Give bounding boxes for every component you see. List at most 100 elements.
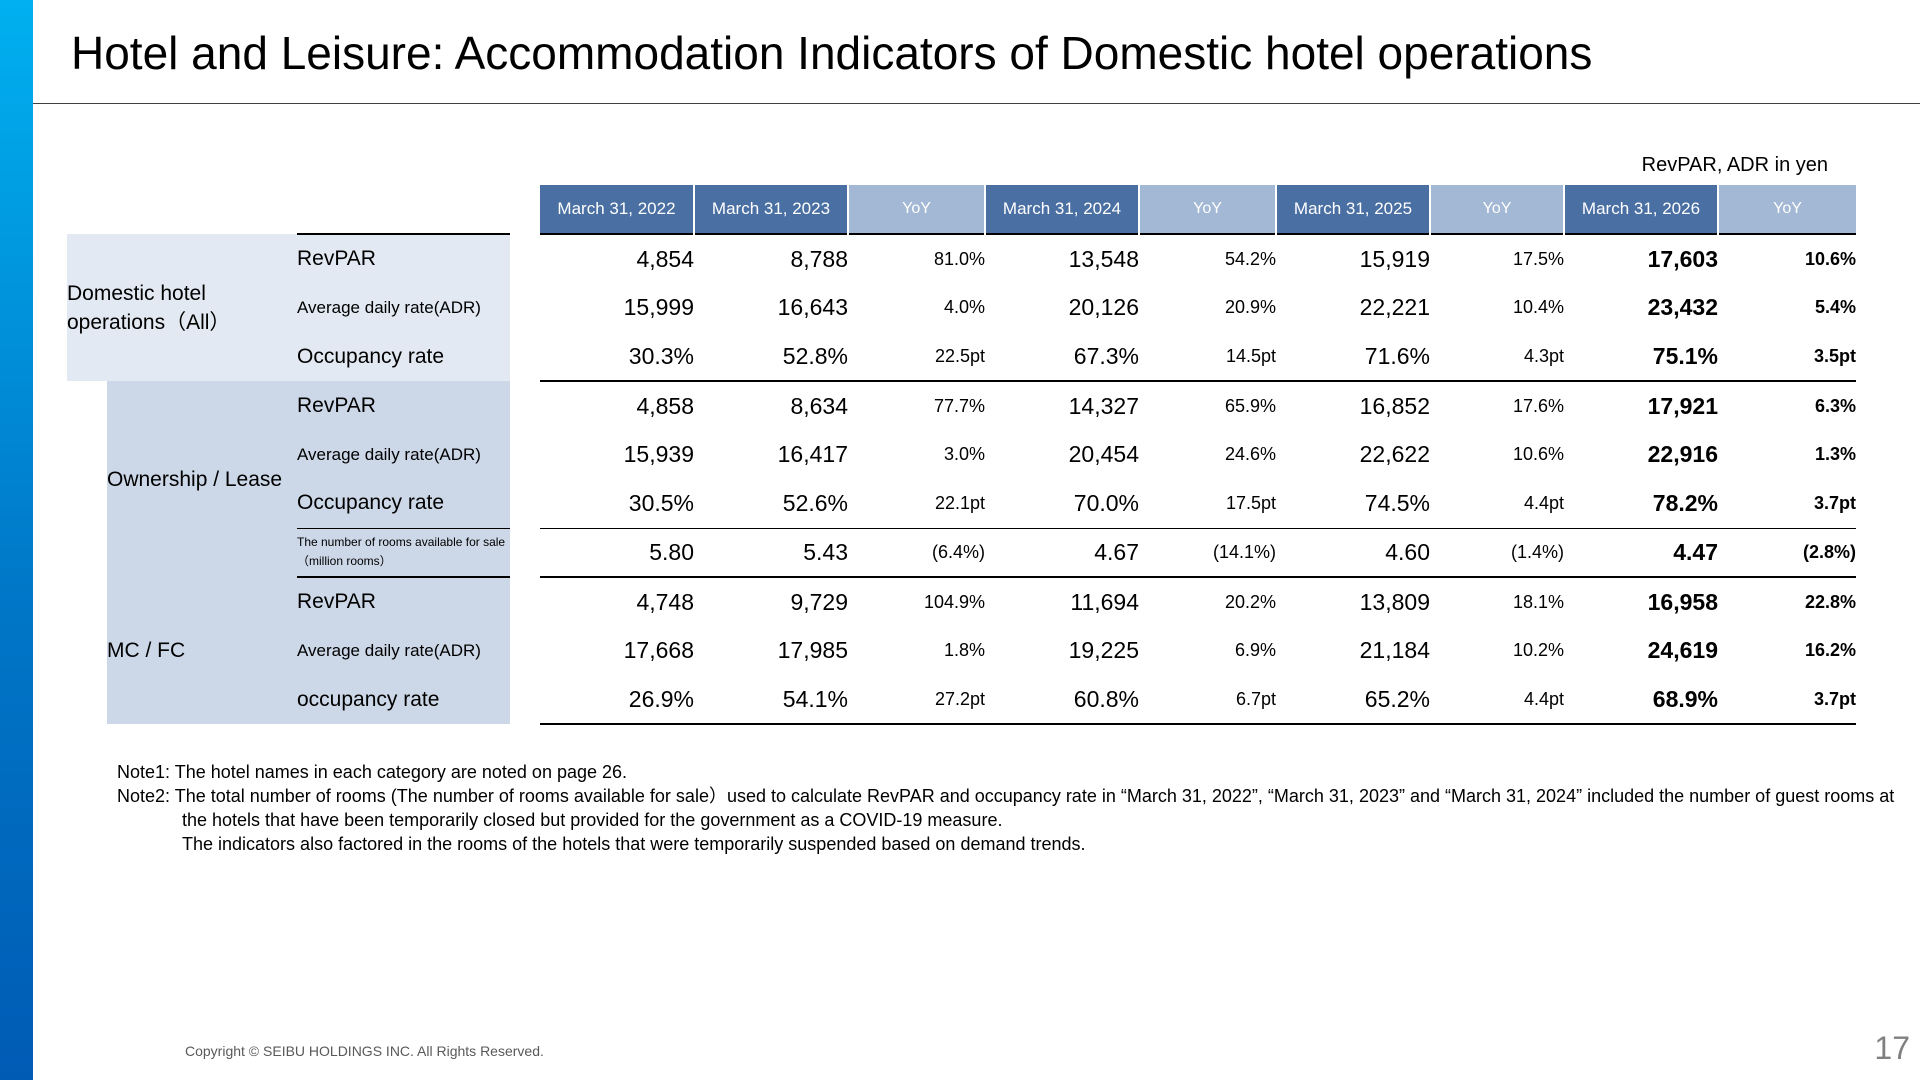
table-cell: 26.9% [540,675,694,725]
table-cell: 4.4pt [1523,492,1564,513]
col-header-2024: March 31, 2024 [985,185,1140,234]
indicator-label: Average daily rate(ADR) [297,626,510,675]
table-cell: 17,985 [777,637,848,663]
table-cell: 3.5pt [1718,332,1856,382]
table-cell: 4.67 [985,527,1139,578]
table-cell: 65.9% [1224,395,1276,416]
accent-sidebar-bar [0,0,33,1080]
col-header-yoy-2024: YoY [1139,185,1277,234]
table-cell: 6.7pt [1139,675,1276,725]
table-cell: (2.8%) [1718,527,1856,578]
table-row: Average daily rate(ADR) 17,668 17,985 1.… [67,626,1856,675]
table-cell: 54.2% [1139,233,1276,283]
col-header-yoy-2026: YoY [1718,185,1856,234]
table-cell: 67.3% [985,332,1139,382]
table-cell: 30.5% [628,489,694,516]
col-header-2025: March 31, 2025 [1276,185,1431,234]
table-cell: 4.60 [1276,527,1430,578]
table-cell: 74.5% [1364,489,1430,516]
table-cell: 17.5% [1430,233,1564,283]
table-cell: 6.3% [1814,395,1856,416]
table-cell: 23,432 [1647,294,1718,320]
table-header-row: March 31, 2022 March 31, 2023 YoY March … [67,185,1856,234]
table-cell: 21,184 [1359,637,1430,663]
table-cell: 15,919 [1276,233,1430,283]
col-header-yoy-2023: YoY [848,185,986,234]
table-cell: 14.5pt [1139,332,1276,382]
table-cell: 13,548 [985,233,1139,283]
indicator-label: The number of rooms available for sale（m… [297,527,510,578]
table-cell: 20,126 [1068,294,1139,320]
table-cell: 52.6% [782,489,848,516]
category-ownership-label: Ownership / Lease [107,381,297,577]
table-cell: 77.7% [933,395,985,416]
table-row: Occupancy rate 30.3% 52.8% 22.5pt 67.3% … [67,332,1856,382]
table-cell: 70.0% [1073,489,1139,516]
table-row: Domestic hotel operations（All） RevPAR 4,… [67,233,1856,381]
page-number: 17 [1874,1030,1910,1066]
table-cell: 4,854 [540,233,694,283]
indicator-label: Average daily rate(ADR) [297,283,510,332]
table-cell: 10.6% [1718,233,1856,283]
table-cell: 8,634 [790,392,848,419]
indicator-table: March 31, 2022 March 31, 2023 YoY March … [67,185,1856,725]
table-cell: 5.43 [694,527,848,578]
table-cell: 4.47 [1564,527,1718,578]
table-cell: 75.1% [1564,332,1718,382]
table-cell: 4,858 [636,392,694,419]
category-all-label: Domestic hotel operations（All） [67,234,297,381]
title-divider [33,103,1920,104]
table-cell: 16,417 [777,441,848,467]
table-cell: 52.8% [694,332,848,382]
col-header-2022: March 31, 2022 [540,185,695,234]
table-cell: 11,694 [1070,588,1139,615]
table-cell: 22,916 [1647,441,1718,467]
table-cell: 20.2% [1224,591,1276,612]
table-cell: 16,852 [1359,392,1430,419]
table-cell: 22.8% [1804,591,1856,612]
table-cell: 14,327 [1068,392,1139,419]
table-cell: 16,643 [777,294,848,320]
table-cell: 17,603 [1564,233,1718,283]
table-cell: 24.6% [1224,444,1276,464]
note-3: The indicators also factored in the room… [182,834,1086,854]
table-row: MC / FC RevPAR 4,748 9,729 104.9% 11,694… [67,577,1856,724]
table-cell: 22,622 [1359,441,1430,467]
table-cell: 24,619 [1647,637,1718,663]
indicator-label: Average daily rate(ADR) [297,430,510,479]
category-mcfc-label: MC / FC [107,577,297,724]
table-cell: 5.4% [1814,297,1856,317]
indicator-label: occupancy rate [297,675,510,724]
note-1: Note1: The hotel names in each category … [117,762,628,782]
table-cell: 17.6% [1512,395,1564,416]
table-cell: 13,809 [1359,588,1430,615]
footnotes: Note1: The hotel names in each category … [117,760,1920,856]
table-cell: 22,221 [1359,294,1430,320]
header-blank [67,185,540,234]
table-cell: 1.3% [1814,444,1856,464]
table-row: Average daily rate(ADR) 15,939 16,417 3.… [67,430,1856,479]
copyright-text: Copyright © SEIBU HOLDINGS INC. All Righ… [185,1043,544,1059]
col-header-2026: March 31, 2026 [1564,185,1719,234]
table-row: Occupancy rate 30.5% 52.6% 22.1pt 70.0% … [67,479,1856,528]
table-cell: 18.1% [1512,591,1564,612]
table-cell: 10.2% [1512,640,1564,660]
table-row: The number of rooms available for sale（m… [67,527,1856,578]
table-cell: 54.1% [694,675,848,725]
table-cell: 17.5pt [1225,492,1276,513]
unit-note: RevPAR, ADR in yen [1641,154,1828,176]
table-cell: 3.7pt [1813,492,1856,513]
table-cell: 20,454 [1068,441,1139,467]
table-cell: 4.4pt [1430,675,1564,725]
col-header-2023: March 31, 2023 [694,185,849,234]
table-cell: 30.3% [540,332,694,382]
table-cell: 68.9% [1564,675,1718,725]
table-cell: 71.6% [1276,332,1430,382]
col-header-yoy-2025: YoY [1430,185,1565,234]
table-cell: 78.2% [1652,489,1718,516]
table-cell: 65.2% [1276,675,1430,725]
table-cell: 10.4% [1512,297,1564,317]
indicator-label: Occupancy rate [297,479,510,528]
table-cell: 3.0% [943,444,985,464]
table-cell: (6.4%) [848,527,985,578]
